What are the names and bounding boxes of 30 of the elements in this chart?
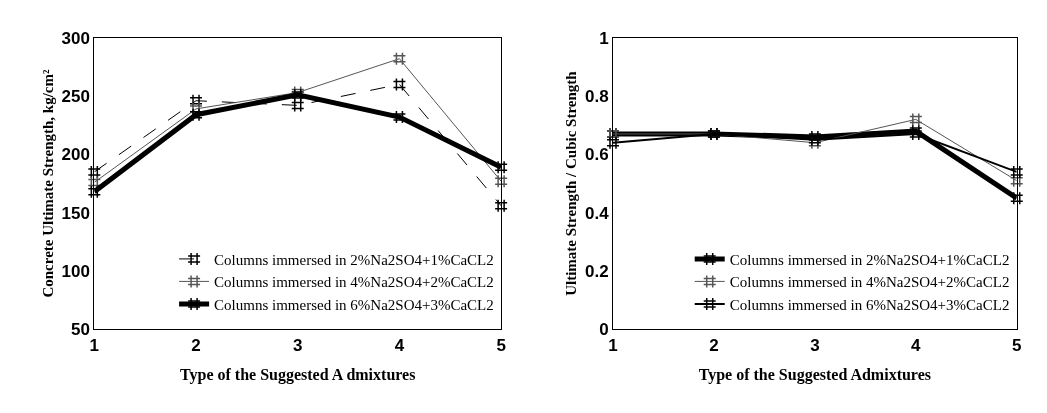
y-tick-label: 0.4 [584, 203, 610, 223]
legend-label: Columns immersed in 2%Na2SO4+1%CaCL2 [729, 251, 1010, 268]
x-tick-label: 2 [191, 335, 201, 355]
x-tick-label: 4 [394, 335, 405, 355]
legend-label: Columns immersed in 6%Na2SO4+3%CaCL2 [729, 296, 1010, 313]
x-tick-label: 5 [1012, 335, 1022, 355]
y-tick-label: 250 [61, 86, 90, 106]
y-axis-title: Ultimate Strength / Cubic Strength [563, 70, 580, 296]
y-axis-title: Concrete Ultimate Strength, kg/cm² [39, 69, 56, 298]
legend-label: Columns immersed in 6%Na2SO4+3%CaCL2 [214, 296, 494, 313]
y-tick-label: 0.6 [584, 145, 609, 165]
legend-label: Columns immersed in 4%Na2SO4+2%CaCL2 [729, 274, 1010, 291]
x-axis-title: Type of the Suggested A dmixtures [180, 365, 416, 384]
x-tick-label: 4 [911, 335, 922, 355]
legend-label: Columns immersed in 4%Na2SO4+2%CaCL2 [214, 274, 494, 291]
x-tick-label: 5 [496, 335, 506, 355]
x-axis-title: Type of the Suggested Admixtures [698, 365, 932, 384]
y-tick-label: 1 [599, 28, 609, 48]
x-tick-label: 3 [810, 335, 820, 355]
legend-label: Columns immersed in 2%Na2SO4+1%CaCL2 [214, 251, 494, 268]
y-tick-label: 50 [71, 320, 90, 340]
y-tick-label: 0.2 [584, 262, 609, 282]
y-tick-label: 100 [61, 262, 90, 282]
y-tick-label: 300 [61, 28, 90, 48]
x-tick-label: 2 [709, 335, 719, 355]
x-tick-label: 3 [292, 335, 303, 355]
y-tick-label: 200 [61, 145, 90, 165]
y-tick-label: 0 [599, 320, 609, 340]
y-tick-label: 0.8 [584, 86, 609, 106]
y-tick-label: 150 [61, 203, 90, 223]
